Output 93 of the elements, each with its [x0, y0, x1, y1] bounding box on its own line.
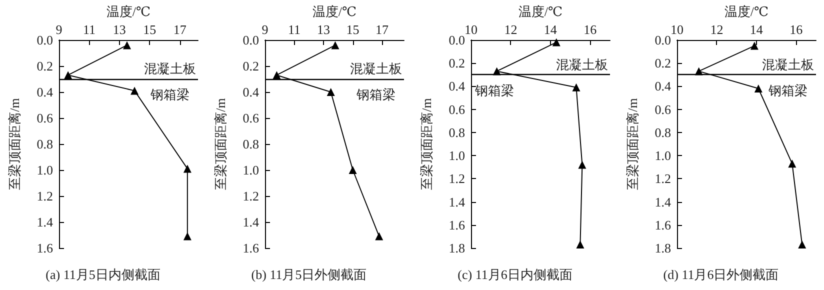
y-tick-label: 1.2	[448, 171, 465, 186]
y-tick-label: 1.8	[448, 240, 465, 256]
x-tick-label: 14	[750, 22, 764, 37]
y-axis-title: 至梁顶面距离/m	[7, 98, 22, 190]
text: (b) 11月5日外侧截面	[251, 267, 367, 282]
y-tick-label: 0.4	[448, 78, 466, 94]
y-tick-label: 0.6	[654, 102, 672, 117]
x-tick-label: 17	[173, 22, 187, 37]
y-tick-label: 1.2	[654, 171, 671, 186]
y-tick-label: 0.0	[448, 32, 465, 48]
annotation: 混凝土板	[762, 56, 814, 72]
y-tick-label: 0.0	[654, 32, 671, 48]
point	[788, 160, 796, 168]
point	[122, 41, 131, 50]
y-tick-label: 1.0	[36, 162, 53, 178]
y-tick-label: 0.4	[36, 84, 54, 100]
y-tick-label: 0.6	[448, 102, 466, 117]
y-tick-label: 0.8	[36, 136, 53, 152]
x-tick-label: 13	[112, 22, 126, 37]
y-tick-label: 0.6	[242, 110, 260, 126]
text: (a) 11月5日内侧截面	[46, 267, 160, 282]
x-tick-label: 15	[143, 22, 156, 37]
y-axis-title: 至梁顶面距离/m	[419, 98, 434, 190]
x-tick-label: 12	[710, 22, 724, 37]
y-tick-label: 0.2	[448, 56, 465, 71]
point	[572, 83, 580, 92]
y-tick-label: 1.6	[242, 240, 260, 256]
annotation: 钢箱梁	[150, 87, 190, 102]
y-tick-label: 1.0	[448, 148, 465, 164]
point	[576, 240, 584, 249]
point	[272, 71, 281, 80]
x-tick-label: 13	[317, 22, 330, 37]
y-tick-label: 0.2	[36, 58, 53, 74]
y-tick-label: 0.8	[654, 124, 671, 140]
y-tick-label: 1.4	[36, 214, 54, 230]
text: (c) 11月6日内侧截面	[458, 267, 572, 282]
annotation: 混凝土板	[350, 61, 402, 76]
annotation: 混凝土板	[144, 61, 196, 76]
point	[64, 71, 72, 80]
x-tick-label: 17	[376, 22, 390, 37]
x-tick-label: 16	[584, 22, 598, 37]
annotation: 钢箱梁	[768, 82, 808, 98]
x-tick-label: 10	[670, 22, 684, 37]
y-tick-label: 0.4	[242, 84, 260, 100]
y-tick-label: 0.0	[242, 32, 259, 48]
text: (d) 11月6日外侧截面	[663, 267, 779, 282]
y-tick-label: 0.4	[654, 78, 672, 94]
y-tick-label: 1.6	[448, 217, 466, 232]
point	[183, 164, 192, 173]
x-tick-label: 9	[56, 22, 62, 37]
annotation: 钢箱梁	[474, 82, 514, 98]
x-tick-label: 9	[262, 22, 268, 37]
x-tick-label: 12	[504, 22, 518, 37]
x-axis-title: 温度/℃	[518, 4, 563, 19]
x-tick-label: 11	[288, 22, 301, 37]
x-axis-title: 温度/℃	[724, 4, 769, 19]
point	[326, 88, 335, 96]
y-axis-title: 至梁顶面距离/m	[625, 98, 640, 190]
x-tick-label: 10	[464, 22, 478, 37]
y-tick-label: 0.2	[242, 58, 259, 74]
point	[754, 84, 762, 93]
point	[130, 86, 139, 95]
y-tick-label: 1.2	[36, 188, 53, 204]
point	[798, 240, 806, 249]
y-tick-label: 0.8	[242, 136, 259, 152]
point	[552, 38, 560, 46]
point	[375, 232, 384, 240]
y-tick-label: 1.0	[242, 162, 259, 178]
y-tick-label: 1.6	[654, 217, 672, 232]
point	[348, 166, 357, 174]
y-tick-label: 1.4	[448, 194, 466, 210]
x-axis-title: 温度/℃	[106, 4, 151, 19]
x-tick-label: 14	[544, 22, 558, 37]
y-tick-label: 1.6	[36, 240, 54, 256]
point	[331, 41, 340, 50]
y-tick-label: 1.0	[654, 148, 671, 164]
x-axis-title: 温度/℃	[312, 4, 357, 19]
point	[578, 160, 586, 169]
x-tick-label: 16	[790, 22, 804, 37]
x-tick-label: 15	[346, 22, 360, 37]
annotation: 混凝土板	[556, 56, 608, 72]
y-tick-label: 1.4	[242, 214, 260, 230]
y-axis-title: 至梁顶面距离/m	[213, 98, 228, 190]
x-tick-label: 11	[82, 22, 96, 37]
y-tick-label: 0.8	[448, 124, 465, 140]
annotation: 钢箱梁	[356, 87, 396, 102]
y-tick-label: 0.6	[36, 110, 54, 126]
y-tick-label: 1.2	[242, 188, 259, 204]
y-tick-label: 0.2	[654, 56, 671, 71]
point	[183, 232, 192, 240]
y-tick-label: 1.4	[654, 194, 672, 210]
y-tick-label: 1.8	[654, 240, 671, 256]
y-tick-label: 0.0	[36, 32, 53, 48]
